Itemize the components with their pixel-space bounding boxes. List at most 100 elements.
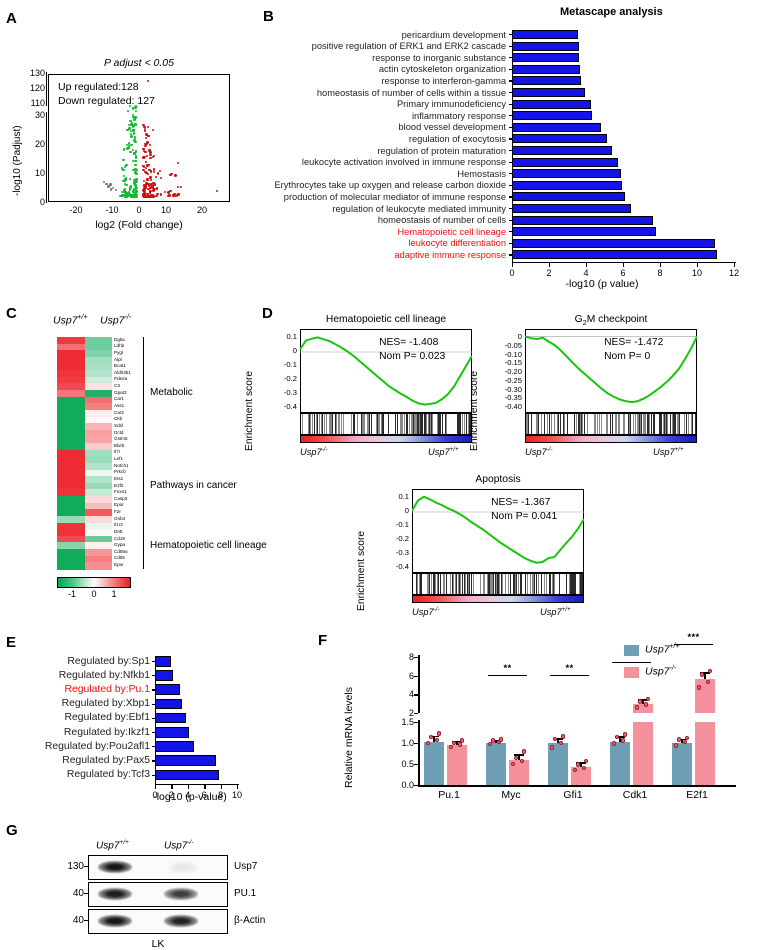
gsea-hit-tick: [377, 414, 379, 434]
gsea-hit-tick: [382, 414, 384, 434]
gsea-hit-tick: [383, 414, 385, 434]
cbar-tick-1: 1: [111, 589, 117, 599]
gsea-plot-box[interactable]: [412, 489, 584, 573]
gsea-hit-tick: [572, 574, 574, 594]
panel-e-bar[interactable]: [155, 670, 174, 681]
heatmap-gene-label: Car2: [114, 409, 124, 415]
panel-b-bar[interactable]: [512, 250, 718, 260]
panel-e-bar[interactable]: [155, 769, 219, 781]
heatmap-cell: [57, 396, 85, 404]
gsea-ytick-label: -0.2: [395, 534, 409, 543]
panel-f-error-cap: [700, 671, 710, 674]
gsea-hit-tick: [564, 414, 566, 434]
panel-e-bar[interactable]: [155, 656, 172, 667]
volcano-point: [128, 188, 131, 191]
panel-e-bar[interactable]: [155, 741, 195, 752]
gsea-hit-tick: [499, 574, 501, 594]
gsea-hit-tick: [416, 574, 418, 594]
panel-f-bar[interactable]: [548, 743, 568, 785]
heatmap-cell: [84, 449, 112, 457]
gsea-hit-tick: [635, 414, 637, 434]
volcano-plot[interactable]: [48, 74, 230, 202]
panel-b-bar-label: regulation of leukocyte mediated immunit…: [332, 203, 506, 214]
panel-e-bar[interactable]: [155, 755, 216, 766]
panel-b-bar[interactable]: [512, 169, 622, 179]
gsea-hit-tick: [496, 574, 498, 594]
transcription-factor-bar-chart[interactable]: Regulated by:Sp1 Regulated by:Nfkb1 Regula…: [10, 652, 245, 800]
panel-b-bar[interactable]: [512, 238, 715, 248]
panel-f-bar[interactable]: [695, 722, 715, 785]
volcano-point: [135, 168, 138, 172]
blot-strip[interactable]: [88, 855, 228, 880]
panel-e-ytick: [151, 689, 155, 691]
heatmap-cell: [84, 356, 112, 365]
volcano-point: [147, 182, 150, 186]
panel-b-bar[interactable]: [512, 64, 581, 74]
gsea-hit-tick: [557, 414, 559, 434]
heatmap-group-brace: [143, 449, 145, 523]
panel-f-data-point: [581, 765, 587, 771]
panel-f-bar[interactable]: [486, 743, 506, 785]
panel-b-bar[interactable]: [512, 30, 578, 39]
gsea-hit-tick: [623, 414, 625, 434]
panel-e-xtick-label: 4: [185, 789, 191, 800]
panel-b-bar[interactable]: [512, 192, 625, 202]
panel-f-bar[interactable]: [424, 742, 444, 785]
panel-f-error-cap: [638, 699, 648, 701]
panel-b-bar[interactable]: [512, 134, 608, 144]
panel-e-bar[interactable]: [155, 698, 183, 710]
panel-b-bar[interactable]: [512, 111, 593, 121]
panel-f-bar[interactable]: [610, 741, 630, 785]
panel-e-bar[interactable]: [155, 712, 186, 724]
panel-b-bar[interactable]: [512, 146, 612, 155]
panel-b-xtick-label: 0: [509, 268, 515, 278]
volcano-point: [142, 179, 146, 183]
panel-b-bar[interactable]: [512, 122, 601, 132]
panel-b-bar[interactable]: [512, 204, 632, 213]
volcano-point: [142, 186, 146, 190]
panel-f-error-bar: [704, 671, 706, 680]
panel-f-bar[interactable]: [695, 679, 715, 713]
panel-f-bar[interactable]: [633, 703, 653, 713]
panel-e-bar[interactable]: [155, 684, 181, 695]
panel-b-bar[interactable]: [512, 53, 579, 63]
panel-b-bar[interactable]: [512, 76, 582, 86]
gsea-hit-tick: [444, 574, 446, 594]
panel-f-bar[interactable]: [447, 744, 467, 785]
panel-b-bar[interactable]: [512, 99, 591, 109]
panel-f-bar[interactable]: [509, 759, 529, 785]
panel-b-bar[interactable]: [512, 180, 623, 190]
gsea-hit-tick: [342, 414, 344, 434]
volcano-point: [134, 179, 137, 182]
heatmap-cell: [57, 515, 85, 524]
panel-b-bar[interactable]: [512, 215, 653, 225]
panel-f-bar[interactable]: [672, 743, 692, 785]
gsea-hit-tick: [468, 574, 470, 594]
panel-f-error-cap: [615, 736, 625, 738]
panel-b-bar[interactable]: [512, 227, 657, 237]
volcano-point: [144, 160, 148, 164]
panel-b-letter: B: [263, 8, 274, 25]
heatmap-cell: [57, 363, 85, 371]
panel-f-bar[interactable]: [633, 722, 653, 785]
panel-b-bar[interactable]: [512, 157, 619, 167]
gsea-hit-tick: [646, 414, 648, 434]
panel-e-bar[interactable]: [155, 727, 190, 738]
panel-f-legend-swatch: [624, 645, 639, 656]
heatmap-cell: [84, 542, 112, 550]
volcano-point: [143, 126, 146, 129]
heatmap-cell: [57, 423, 85, 431]
volcano-point: [124, 191, 127, 194]
panel-b-bar[interactable]: [512, 41, 579, 51]
panel-f-data-point: [699, 672, 705, 677]
gsea-hit-tick: [436, 414, 438, 434]
volcano-point: [135, 109, 138, 113]
gsea-ylabel: Enrichment score: [356, 530, 367, 611]
panel-b-bar[interactable]: [512, 88, 586, 97]
heatmap[interactable]: [57, 337, 112, 570]
gsea-plot-box[interactable]: [525, 329, 697, 413]
blot-band: [98, 915, 132, 927]
metascape-bar-chart[interactable]: pericardium development positive regulati…: [270, 22, 750, 278]
gsea-hit-tick: [480, 574, 482, 594]
panel-f-data-point: [428, 734, 434, 740]
